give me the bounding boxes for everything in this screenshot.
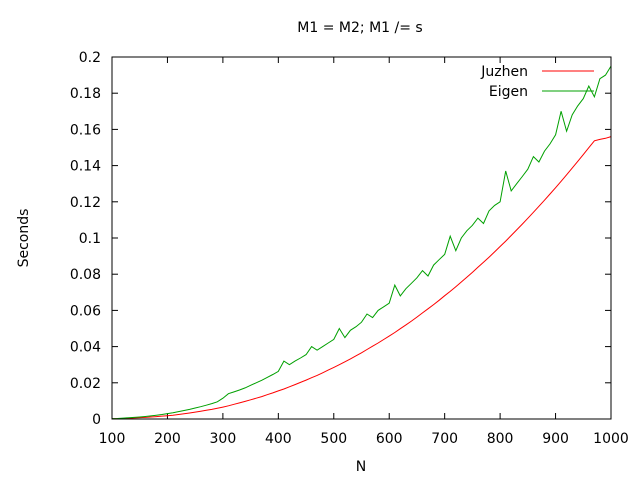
x-tick-label: 500 [320, 431, 347, 447]
series-line-eigen [111, 65, 612, 420]
y-tick-label: 0.12 [70, 195, 101, 211]
x-tick-label: 300 [210, 431, 237, 447]
y-tick-label: 0.08 [70, 267, 101, 283]
y-tick-label: 0.14 [70, 159, 101, 175]
series-line-juzhen [111, 136, 612, 420]
y-axis-title: Seconds [16, 209, 32, 268]
y-tick-label: 0.1 [79, 231, 101, 247]
plot-frame [111, 56, 612, 420]
x-tick-label: 100 [99, 431, 126, 447]
x-tick-label: 600 [376, 431, 403, 447]
y-tick-label: 0.06 [70, 303, 101, 319]
x-tick-label: 200 [154, 431, 181, 447]
x-tick-label: 700 [431, 431, 458, 447]
y-tick-label: 0 [92, 412, 101, 428]
x-tick-label: 800 [487, 431, 514, 447]
legend-label-juzhen: Juzhen [480, 64, 528, 80]
x-axis-title: N [356, 459, 366, 475]
legend: Juzhen Eigen [480, 64, 594, 100]
y-tick-label: 0.2 [79, 50, 101, 66]
series-layer [111, 65, 612, 420]
x-tick-label: 400 [265, 431, 292, 447]
y-tick-label: 0.16 [70, 122, 101, 138]
chart-title: M1 = M2; M1 /= s [297, 20, 422, 36]
legend-label-eigen: Eigen [489, 84, 528, 100]
y-axis-ticks: 0 0.02 0.04 0.06 0.08 0.1 0.12 0.14 0.16 0.18 0.2 [70, 50, 611, 428]
x-axis-ticks: 100 200 300 400 500 600 700 800 900 1000 [99, 57, 629, 447]
y-tick-label: 0.02 [70, 376, 101, 392]
y-tick-label: 0.18 [70, 86, 101, 102]
y-tick-label: 0.04 [70, 340, 101, 356]
x-tick-label: 1000 [593, 431, 629, 447]
x-tick-label: 900 [542, 431, 569, 447]
